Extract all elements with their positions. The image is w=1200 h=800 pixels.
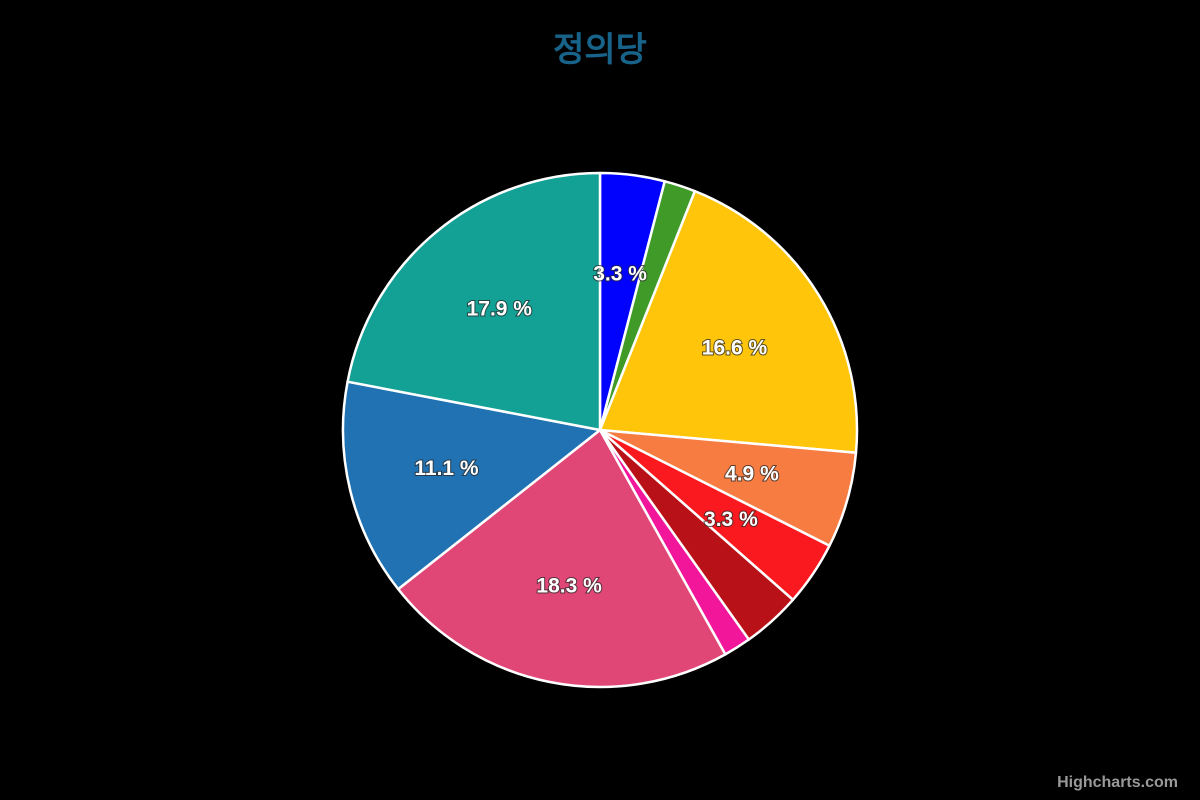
chart-title: 정의당 — [553, 31, 647, 69]
pie-slice-9[interactable] — [346, 171, 602, 432]
highcharts-credit-link[interactable]: Highcharts.com — [1057, 774, 1178, 791]
pie-slice-2[interactable] — [598, 189, 859, 455]
pie-slice-7[interactable] — [396, 428, 727, 689]
pie-slice-8[interactable] — [341, 380, 602, 591]
